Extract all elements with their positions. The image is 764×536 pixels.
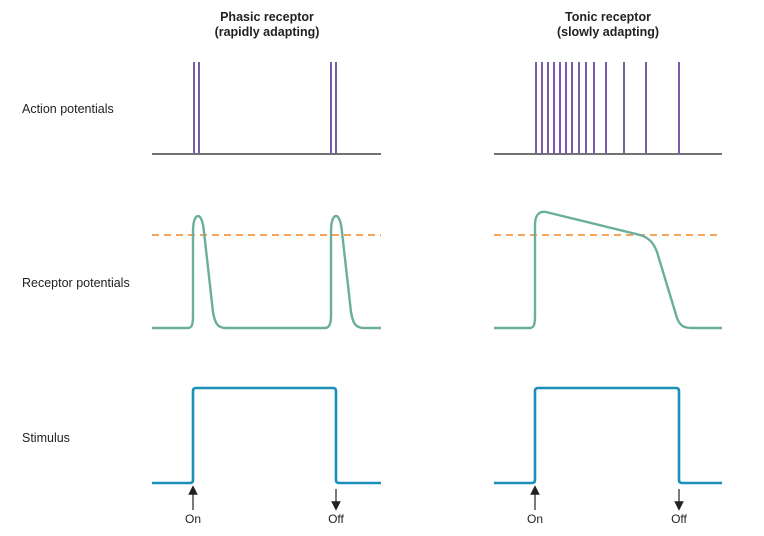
phasic-on-label: On bbox=[184, 512, 201, 526]
phasic-title: Phasic receptor (rapidly adapting) bbox=[167, 10, 367, 40]
phasic-receptor-curve bbox=[152, 214, 381, 330]
phasic-action-potentials bbox=[152, 62, 381, 155]
phasic-stimulus bbox=[152, 386, 381, 511]
tonic-title-line1: Tonic receptor bbox=[565, 10, 651, 24]
phasic-title-line2: (rapidly adapting) bbox=[214, 25, 320, 39]
tonic-on-label: On bbox=[526, 512, 543, 526]
phasic-spikes bbox=[193, 62, 337, 154]
tonic-off-label: Off bbox=[671, 512, 687, 526]
phasic-receptor-potentials bbox=[152, 214, 381, 330]
tonic-stimulus bbox=[494, 386, 722, 511]
tonic-receptor-potentials bbox=[494, 210, 722, 330]
row-label-receptor-potentials: Receptor potentials bbox=[22, 276, 130, 290]
tonic-stimulus-trace bbox=[494, 386, 722, 485]
phasic-title-line1: Phasic receptor bbox=[220, 10, 314, 24]
phasic-stimulus-trace bbox=[152, 386, 381, 485]
tonic-action-potentials bbox=[494, 62, 722, 155]
tonic-receptor-curve bbox=[494, 210, 722, 330]
tonic-title: Tonic receptor (slowly adapting) bbox=[508, 10, 708, 40]
phasic-off-label: Off bbox=[328, 512, 344, 526]
tonic-spikes bbox=[535, 62, 680, 154]
tonic-title-line2: (slowly adapting) bbox=[556, 25, 660, 39]
row-label-stimulus: Stimulus bbox=[22, 431, 70, 445]
row-label-action-potentials: Action potentials bbox=[22, 102, 114, 116]
